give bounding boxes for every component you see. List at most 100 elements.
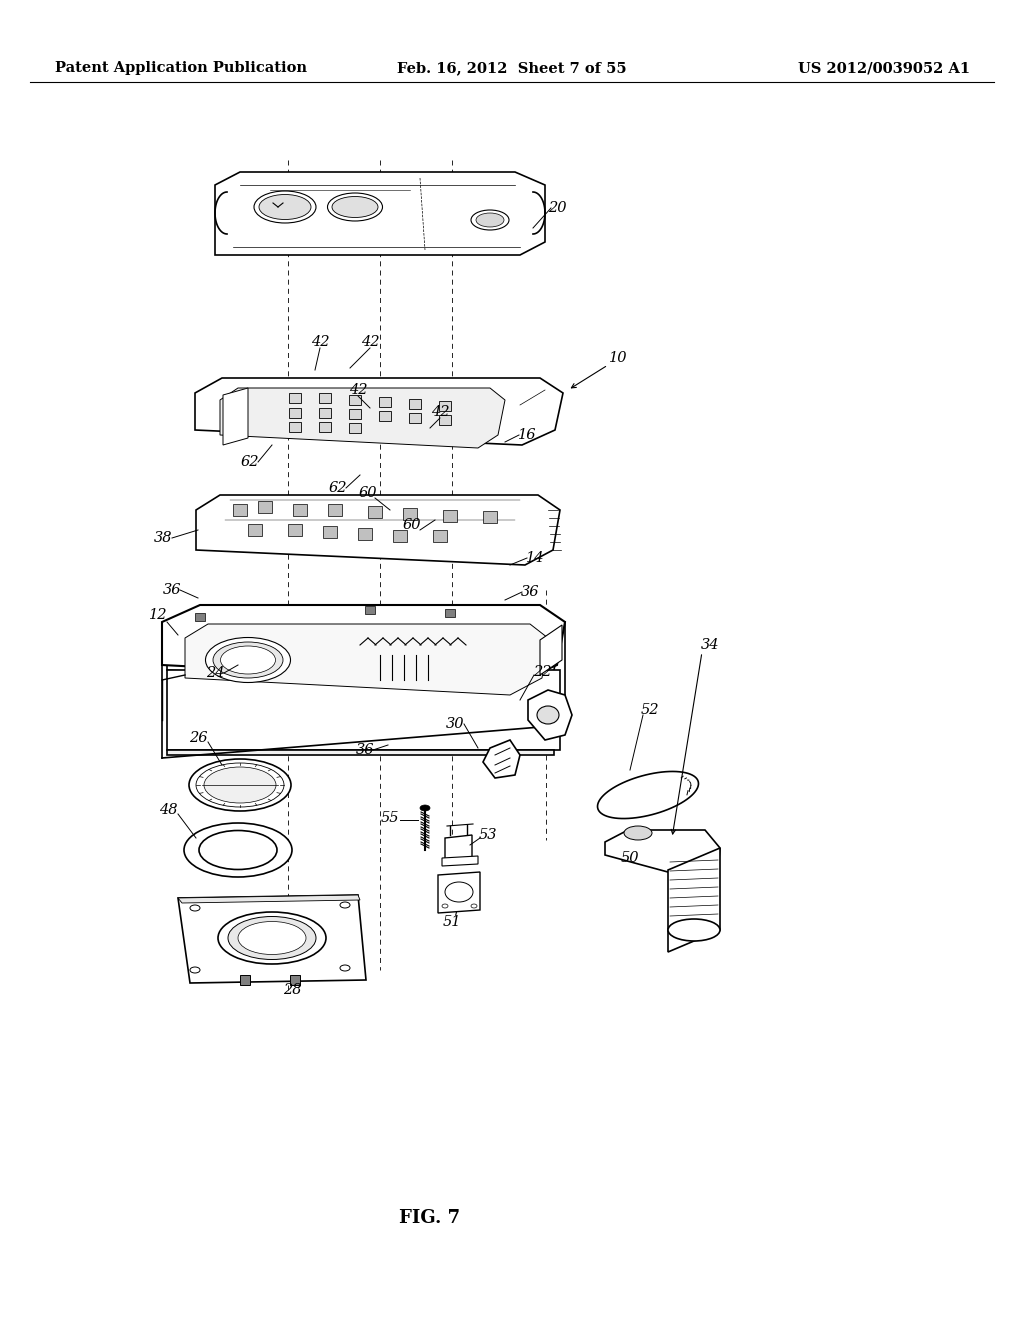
Polygon shape — [240, 975, 250, 985]
Ellipse shape — [204, 767, 276, 803]
Polygon shape — [439, 401, 451, 411]
Text: 16: 16 — [518, 428, 537, 442]
Text: 55: 55 — [381, 810, 399, 825]
Ellipse shape — [199, 830, 278, 870]
Polygon shape — [438, 873, 480, 913]
Ellipse shape — [668, 919, 720, 941]
Ellipse shape — [213, 642, 283, 678]
Polygon shape — [288, 524, 302, 536]
Text: 51: 51 — [442, 915, 461, 929]
Ellipse shape — [476, 213, 504, 227]
Text: 62: 62 — [329, 480, 347, 495]
Polygon shape — [379, 411, 391, 421]
Polygon shape — [319, 422, 331, 432]
Polygon shape — [258, 502, 272, 513]
Polygon shape — [233, 504, 247, 516]
Polygon shape — [223, 388, 248, 445]
Text: 36: 36 — [163, 583, 181, 597]
Polygon shape — [442, 855, 478, 866]
Polygon shape — [289, 422, 301, 432]
Ellipse shape — [537, 706, 559, 723]
Ellipse shape — [328, 193, 383, 220]
Text: 36: 36 — [521, 585, 540, 599]
Polygon shape — [289, 408, 301, 418]
Polygon shape — [323, 525, 337, 539]
Polygon shape — [409, 413, 421, 422]
Ellipse shape — [206, 638, 291, 682]
Text: 60: 60 — [402, 517, 421, 532]
Polygon shape — [445, 836, 472, 861]
Polygon shape — [445, 609, 455, 616]
Text: 10: 10 — [608, 351, 628, 366]
Text: 48: 48 — [159, 803, 177, 817]
Text: 60: 60 — [358, 486, 377, 500]
Ellipse shape — [340, 902, 350, 908]
Polygon shape — [433, 531, 447, 543]
Polygon shape — [167, 671, 560, 750]
Ellipse shape — [196, 763, 284, 807]
Text: 20: 20 — [548, 201, 566, 215]
Polygon shape — [605, 830, 720, 878]
Text: 14: 14 — [525, 550, 544, 565]
Text: 34: 34 — [700, 638, 719, 652]
Text: 42: 42 — [431, 405, 450, 418]
Text: 42: 42 — [310, 335, 330, 348]
Polygon shape — [528, 690, 572, 741]
Polygon shape — [162, 605, 565, 682]
Ellipse shape — [442, 904, 449, 908]
Polygon shape — [289, 393, 301, 403]
Ellipse shape — [190, 906, 200, 911]
Ellipse shape — [220, 645, 275, 675]
Polygon shape — [319, 408, 331, 418]
Polygon shape — [439, 414, 451, 425]
Polygon shape — [443, 510, 457, 521]
Ellipse shape — [420, 805, 430, 810]
Polygon shape — [248, 524, 262, 536]
Polygon shape — [379, 397, 391, 407]
Polygon shape — [349, 422, 361, 433]
Ellipse shape — [190, 968, 200, 973]
Polygon shape — [293, 504, 307, 516]
Polygon shape — [668, 847, 720, 952]
Polygon shape — [349, 395, 361, 405]
Ellipse shape — [340, 965, 350, 972]
Text: 52: 52 — [641, 704, 659, 717]
Text: 38: 38 — [154, 531, 172, 545]
Ellipse shape — [238, 921, 306, 954]
Polygon shape — [195, 378, 563, 445]
Ellipse shape — [332, 197, 378, 218]
Polygon shape — [403, 508, 417, 520]
Text: 50: 50 — [621, 851, 639, 865]
Text: Patent Application Publication: Patent Application Publication — [55, 61, 307, 75]
Polygon shape — [483, 741, 520, 777]
Polygon shape — [167, 750, 554, 755]
Text: 42: 42 — [349, 383, 368, 397]
Text: US 2012/0039052 A1: US 2012/0039052 A1 — [798, 61, 970, 75]
Ellipse shape — [254, 191, 316, 223]
Polygon shape — [196, 495, 560, 565]
Ellipse shape — [189, 759, 291, 810]
Text: FIG. 7: FIG. 7 — [399, 1209, 461, 1228]
Text: 26: 26 — [188, 731, 207, 744]
Polygon shape — [328, 504, 342, 516]
Ellipse shape — [471, 210, 509, 230]
Text: 42: 42 — [360, 335, 379, 348]
Polygon shape — [215, 172, 545, 255]
Ellipse shape — [471, 904, 477, 908]
Text: 24: 24 — [206, 667, 224, 680]
Polygon shape — [195, 612, 205, 620]
Polygon shape — [483, 511, 497, 523]
Polygon shape — [540, 624, 562, 675]
Ellipse shape — [445, 882, 473, 902]
Text: 12: 12 — [148, 609, 167, 622]
Text: 28: 28 — [283, 983, 301, 997]
Polygon shape — [167, 610, 562, 688]
Text: 53: 53 — [479, 828, 498, 842]
Polygon shape — [290, 975, 300, 985]
Text: 30: 30 — [445, 717, 464, 731]
Ellipse shape — [228, 916, 316, 960]
Text: 22: 22 — [532, 665, 551, 678]
Text: Feb. 16, 2012  Sheet 7 of 55: Feb. 16, 2012 Sheet 7 of 55 — [397, 61, 627, 75]
Ellipse shape — [218, 912, 326, 964]
Polygon shape — [178, 895, 360, 903]
